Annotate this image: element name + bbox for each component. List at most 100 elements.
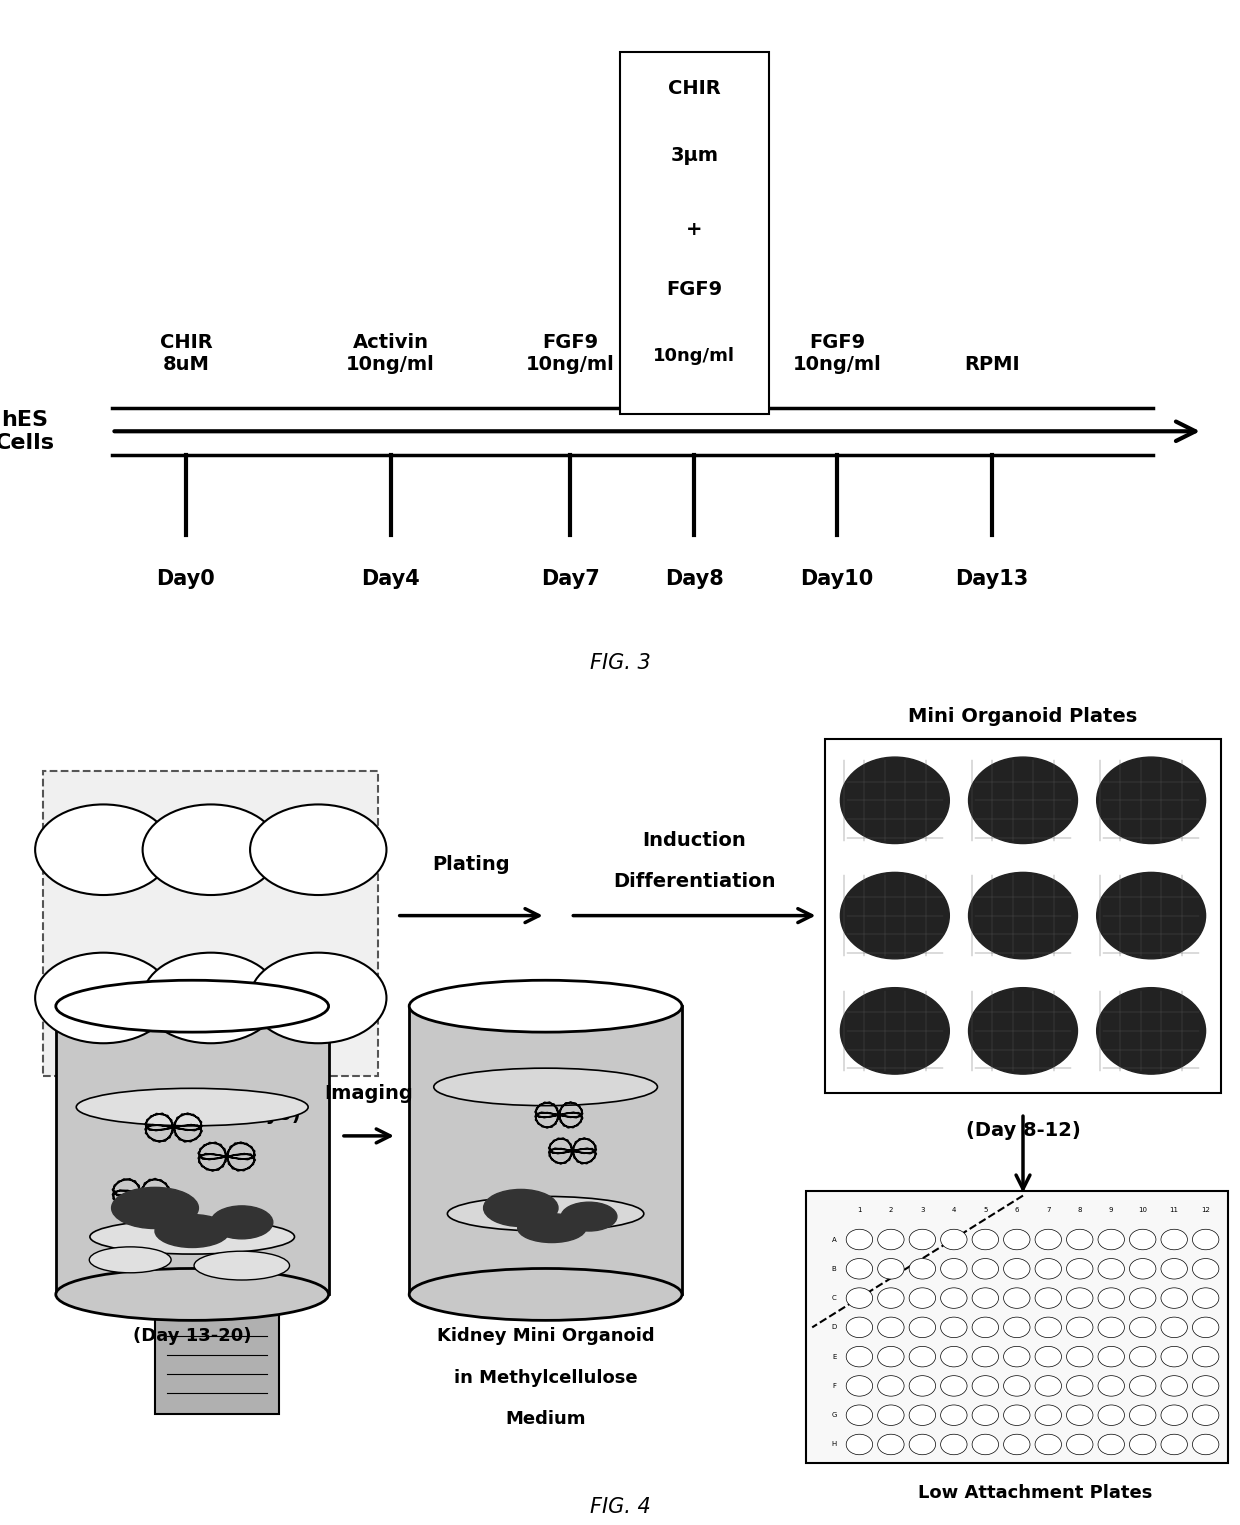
Ellipse shape: [968, 872, 1078, 959]
Ellipse shape: [1130, 1434, 1156, 1455]
Ellipse shape: [1161, 1376, 1188, 1397]
Ellipse shape: [1003, 1347, 1030, 1366]
Ellipse shape: [1035, 1318, 1061, 1337]
Ellipse shape: [1097, 1405, 1125, 1426]
Text: Low Attachment Plates: Low Attachment Plates: [918, 1484, 1153, 1502]
Ellipse shape: [846, 1318, 873, 1337]
Text: CHIR: CHIR: [668, 79, 720, 98]
Ellipse shape: [909, 1434, 936, 1455]
Ellipse shape: [1097, 1318, 1125, 1337]
Text: A: A: [832, 1237, 837, 1243]
FancyBboxPatch shape: [806, 1191, 1228, 1464]
Ellipse shape: [1035, 1434, 1061, 1455]
Ellipse shape: [89, 1220, 295, 1254]
Ellipse shape: [941, 1318, 967, 1337]
Text: 12: 12: [1202, 1208, 1210, 1214]
Text: (Day 13-20): (Day 13-20): [133, 1327, 252, 1345]
Ellipse shape: [1035, 1376, 1061, 1397]
Text: Mini Organoid Plates: Mini Organoid Plates: [909, 708, 1137, 726]
Ellipse shape: [1161, 1318, 1188, 1337]
Ellipse shape: [1096, 988, 1205, 1074]
Text: +: +: [686, 220, 703, 239]
Ellipse shape: [1035, 1229, 1061, 1250]
Text: D: D: [832, 1324, 837, 1330]
Ellipse shape: [1066, 1318, 1092, 1337]
Text: Medium: Medium: [506, 1409, 585, 1427]
Text: Induction: Induction: [642, 831, 746, 849]
Ellipse shape: [1130, 1287, 1156, 1308]
Ellipse shape: [909, 1376, 936, 1397]
Ellipse shape: [1035, 1287, 1061, 1308]
Ellipse shape: [846, 1347, 873, 1366]
Ellipse shape: [878, 1287, 904, 1308]
Ellipse shape: [972, 1434, 998, 1455]
Ellipse shape: [89, 1247, 171, 1273]
Circle shape: [250, 804, 387, 895]
Ellipse shape: [1193, 1287, 1219, 1308]
Ellipse shape: [878, 1434, 904, 1455]
Ellipse shape: [1003, 1287, 1030, 1308]
FancyBboxPatch shape: [409, 1006, 682, 1295]
Ellipse shape: [1193, 1405, 1219, 1426]
Ellipse shape: [941, 1258, 967, 1279]
Ellipse shape: [1161, 1347, 1188, 1366]
Ellipse shape: [909, 1405, 936, 1426]
Ellipse shape: [193, 1250, 290, 1279]
Ellipse shape: [878, 1405, 904, 1426]
Ellipse shape: [76, 1089, 308, 1125]
Ellipse shape: [1161, 1229, 1188, 1250]
Ellipse shape: [1097, 1258, 1125, 1279]
Text: FGF9: FGF9: [666, 281, 723, 299]
Text: Plating: Plating: [433, 856, 510, 874]
Ellipse shape: [972, 1318, 998, 1337]
Ellipse shape: [155, 1214, 229, 1247]
Ellipse shape: [846, 1229, 873, 1250]
Ellipse shape: [560, 1202, 618, 1231]
Text: Day10: Day10: [800, 569, 874, 589]
FancyBboxPatch shape: [56, 1006, 329, 1295]
Text: hES
Cells: hES Cells: [0, 410, 55, 453]
Ellipse shape: [941, 1229, 967, 1250]
Ellipse shape: [1161, 1434, 1188, 1455]
Text: 8: 8: [1078, 1208, 1083, 1214]
Text: (Day 8-12): (Day 8-12): [966, 1121, 1080, 1141]
Text: 6: 6: [1014, 1208, 1019, 1214]
Ellipse shape: [112, 1188, 198, 1229]
Ellipse shape: [878, 1258, 904, 1279]
Text: FGF9
10ng/ml: FGF9 10ng/ml: [526, 334, 615, 374]
Ellipse shape: [1003, 1258, 1030, 1279]
Text: Differentiation: Differentiation: [613, 872, 776, 891]
Text: hES Cells (Day0): hES Cells (Day0): [122, 1106, 300, 1124]
Text: Kidney Mini Organoid: Kidney Mini Organoid: [436, 1327, 655, 1345]
Ellipse shape: [1097, 1376, 1125, 1397]
Ellipse shape: [941, 1376, 967, 1397]
Ellipse shape: [968, 988, 1078, 1074]
Text: Day4: Day4: [361, 569, 420, 589]
Ellipse shape: [909, 1258, 936, 1279]
Ellipse shape: [972, 1258, 998, 1279]
Text: 11: 11: [1169, 1208, 1179, 1214]
Ellipse shape: [941, 1347, 967, 1366]
FancyBboxPatch shape: [155, 1307, 279, 1414]
Ellipse shape: [1003, 1405, 1030, 1426]
Ellipse shape: [846, 1405, 873, 1426]
Ellipse shape: [1193, 1229, 1219, 1250]
Ellipse shape: [878, 1376, 904, 1397]
Ellipse shape: [409, 1269, 682, 1321]
FancyBboxPatch shape: [43, 772, 378, 1077]
Ellipse shape: [1035, 1347, 1061, 1366]
Ellipse shape: [1066, 1287, 1092, 1308]
Ellipse shape: [909, 1287, 936, 1308]
Ellipse shape: [1003, 1376, 1030, 1397]
Ellipse shape: [972, 1287, 998, 1308]
Ellipse shape: [909, 1229, 936, 1250]
Text: F: F: [832, 1383, 836, 1389]
Text: Day0: Day0: [156, 569, 216, 589]
Ellipse shape: [1096, 872, 1205, 959]
Ellipse shape: [846, 1287, 873, 1308]
Ellipse shape: [1066, 1405, 1092, 1426]
Text: 10ng/ml: 10ng/ml: [653, 348, 735, 366]
Ellipse shape: [56, 1269, 329, 1321]
Ellipse shape: [1193, 1318, 1219, 1337]
Text: C: C: [832, 1295, 837, 1301]
